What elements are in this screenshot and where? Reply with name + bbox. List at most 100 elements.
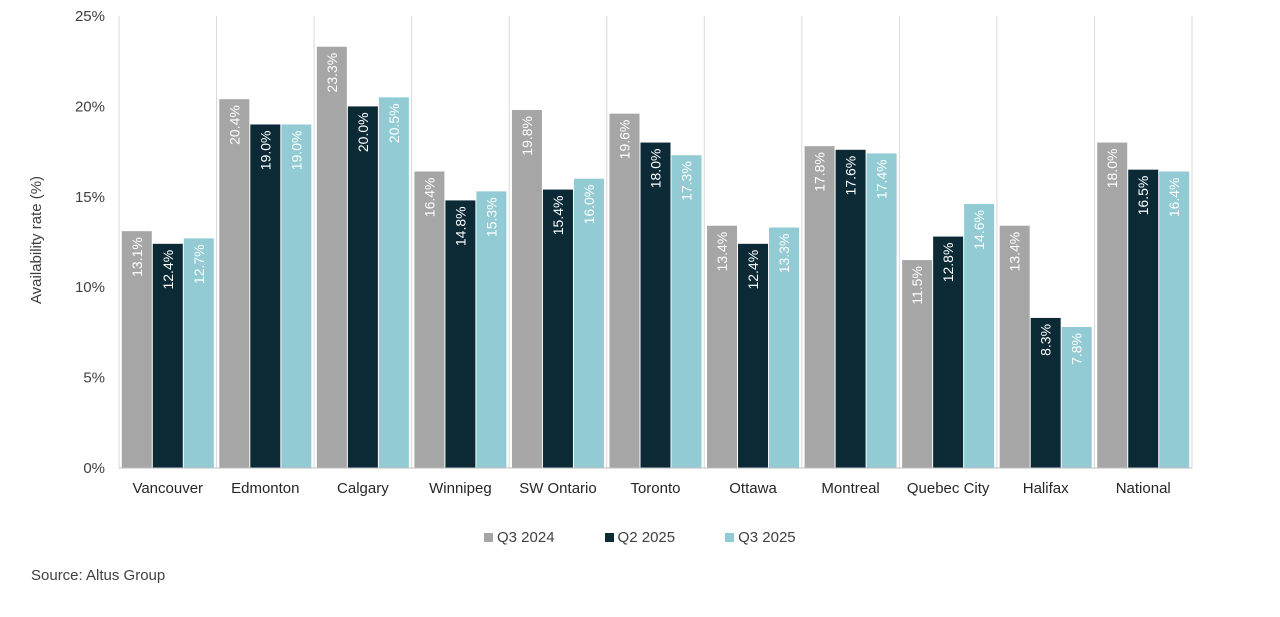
bar-value-label: 13.3%	[776, 234, 792, 274]
category-label: Toronto	[630, 480, 680, 497]
bar-q3-2024	[902, 260, 933, 468]
bar-q2-2025	[347, 106, 378, 469]
bar-q3-2025	[476, 191, 507, 468]
y-tick-label: 0%	[83, 460, 105, 477]
bar-value-label: 13.4%	[714, 232, 730, 272]
legend-item-q3-2024: Q3 2024	[484, 529, 555, 546]
bar-value-label: 16.4%	[421, 177, 437, 217]
legend-item-q3-2025: Q3 2025	[725, 529, 796, 546]
bar-q2-2025	[445, 200, 476, 468]
bar-q3-2024	[219, 99, 250, 468]
bar-value-label: 12.4%	[160, 250, 176, 290]
bar-value-label: 19.6%	[617, 120, 633, 160]
bar-value-label: 20.5%	[386, 103, 402, 143]
bar-q2-2025	[738, 243, 769, 468]
category-label: Vancouver	[132, 480, 203, 497]
bar-value-label: 7.8%	[1069, 333, 1085, 365]
category-label: Halifax	[1023, 480, 1069, 497]
bar-q3-2024	[609, 113, 640, 468]
bar-value-label: 18.0%	[1104, 149, 1120, 189]
legend: Q3 2024 Q2 2025 Q3 2025	[484, 529, 846, 546]
y-axis: 0% 5% 10% 15% 20% 25%	[75, 8, 105, 477]
bar-q3-2025	[1061, 326, 1092, 468]
legend-label: Q2 2025	[617, 529, 676, 546]
bar-value-label: 14.8%	[452, 206, 468, 246]
bar-value-label: 13.1%	[129, 237, 145, 277]
bar-q2-2025	[933, 236, 964, 468]
bar-q3-2024	[1097, 142, 1128, 468]
legend-label: Q3 2025	[738, 529, 796, 546]
bar-q2-2025	[640, 142, 671, 468]
bar-value-label: 17.3%	[679, 161, 695, 201]
bar-value-label: 17.4%	[874, 159, 890, 199]
bar-q3-2024	[707, 225, 738, 468]
bar-q3-2025	[964, 204, 995, 469]
bar-q2-2025	[1128, 169, 1159, 468]
bar-q3-2025	[769, 227, 800, 468]
legend-swatch	[725, 533, 735, 542]
y-tick-label: 20%	[75, 98, 105, 115]
bar-q3-2024	[999, 225, 1030, 468]
bars	[121, 46, 1190, 469]
bar-value-label: 8.3%	[1038, 324, 1054, 356]
category-label: Ottawa	[729, 480, 777, 497]
bar-value-label: 12.8%	[940, 243, 956, 283]
bar-q3-2024	[414, 171, 445, 468]
bar-q3-2025	[671, 155, 702, 468]
bar-q3-2024	[804, 146, 835, 468]
bar-value-label: 19.0%	[257, 130, 273, 170]
bar-value-label: 16.0%	[581, 185, 597, 225]
bar-value-label: 13.4%	[1007, 232, 1023, 272]
y-tick-label: 5%	[83, 370, 105, 387]
bar-value-label: 15.4%	[550, 196, 566, 236]
bar-value-label: 11.5%	[909, 266, 925, 305]
category-label: Montreal	[821, 480, 879, 497]
bar-value-label: 20.0%	[355, 112, 371, 152]
bar-q2-2025	[835, 149, 866, 469]
category-label: National	[1116, 480, 1171, 497]
y-tick-label: 15%	[75, 189, 105, 206]
bar-q2-2025	[1030, 317, 1061, 468]
bar-value-label: 15.3%	[483, 197, 499, 237]
bar-value-label: 16.5%	[1135, 176, 1151, 216]
bar-value-label: 14.6%	[971, 210, 987, 250]
x-axis: Vancouver Edmonton Calgary Winnipeg SW Ontar…	[119, 467, 1192, 497]
bar-q3-2025	[281, 124, 312, 468]
bar-q3-2025	[378, 97, 409, 469]
bar-value-label: 16.4%	[1166, 177, 1182, 217]
bar-value-label: 20.4%	[226, 105, 242, 145]
bar-q2-2025	[250, 124, 281, 468]
bar-value-label: 17.8%	[812, 152, 828, 192]
bar-q2-2025	[152, 243, 183, 468]
bar-q3-2025	[573, 178, 604, 468]
bar-value-label: 12.4%	[745, 250, 761, 290]
category-label: Calgary	[337, 480, 389, 497]
data-labels: 13.1% 12.4% 12.7% 20.4% 19.0% 19.0% 23.3% 20.0%…	[129, 53, 1182, 365]
category-label: Quebec City	[907, 480, 990, 497]
bar-value-label: 19.8%	[519, 116, 535, 156]
bar-value-label: 18.0%	[648, 149, 664, 189]
bar-q2-2025	[542, 189, 573, 468]
bar-value-label: 12.7%	[191, 244, 207, 284]
legend-swatch	[604, 533, 614, 542]
bar-q3-2025	[1159, 171, 1190, 468]
gridlines	[118, 16, 1193, 468]
category-label: Winnipeg	[429, 480, 492, 497]
y-tick-label: 25%	[75, 8, 105, 25]
y-axis-title: Availability rate (%)	[28, 176, 45, 304]
legend-item-q2-2025: Q2 2025	[604, 529, 676, 546]
bar-q3-2024	[121, 231, 152, 468]
bar-q3-2024	[316, 46, 347, 469]
y-tick-label: 10%	[75, 279, 105, 296]
source-note: Source: Altus Group	[31, 567, 166, 584]
category-label: SW Ontario	[519, 480, 597, 497]
bar-value-label: 23.3%	[324, 53, 340, 93]
bar-q3-2024	[511, 110, 542, 469]
bar-value-label: 19.0%	[288, 130, 304, 170]
legend-label: Q3 2024	[497, 529, 555, 546]
legend-swatch	[484, 533, 493, 542]
category-label: Edmonton	[231, 480, 299, 497]
bar-q3-2025	[866, 153, 897, 468]
bar-value-label: 17.6%	[843, 156, 859, 196]
